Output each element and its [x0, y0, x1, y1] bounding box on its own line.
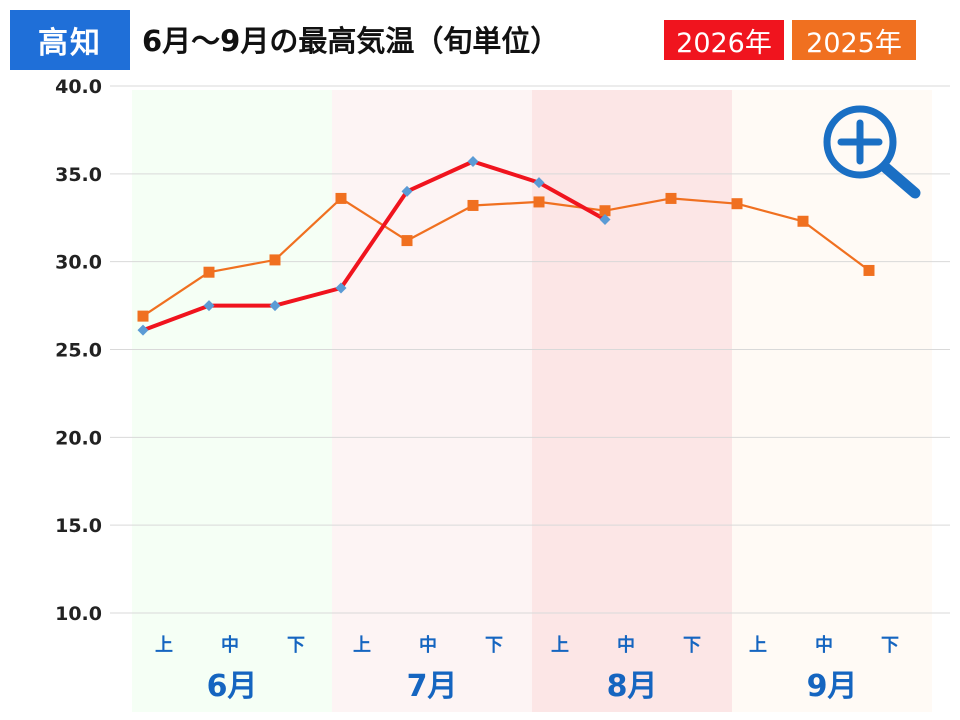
data-point-2025 — [863, 264, 875, 276]
x-tick-label: 上 — [353, 635, 371, 656]
data-point-2026 — [599, 214, 611, 226]
data-point-2026 — [401, 185, 413, 197]
y-tick-label: 10.0 — [55, 603, 102, 625]
data-point-2025 — [797, 215, 809, 227]
month-label: 7月 — [407, 669, 458, 704]
x-tick-label: 下 — [485, 635, 503, 656]
data-point-2026 — [269, 300, 281, 312]
legend-2025: 2025年 — [792, 20, 916, 60]
data-point-2026 — [533, 177, 545, 189]
y-tick-label: 25.0 — [55, 340, 102, 362]
month-band — [132, 90, 332, 712]
y-tick-label: 40.0 — [55, 76, 102, 98]
x-tick-label: 上 — [749, 635, 767, 656]
y-tick-label: 35.0 — [55, 164, 102, 186]
data-point-2025 — [533, 196, 545, 208]
series-line-2025 — [141, 197, 871, 318]
month-label: 8月 — [607, 669, 658, 704]
month-band — [732, 90, 932, 712]
data-point-2025 — [599, 205, 611, 217]
zoom-in-icon[interactable] — [823, 105, 921, 199]
x-tick-label: 上 — [155, 635, 173, 656]
data-point-2026 — [137, 324, 149, 336]
data-point-2026 — [203, 300, 215, 312]
data-point-2025 — [401, 235, 413, 247]
x-tick-label: 下 — [287, 635, 305, 656]
series-line-2026 — [141, 159, 607, 333]
month-band — [532, 90, 732, 712]
x-tick-label: 中 — [221, 634, 239, 656]
x-tick-label: 中 — [617, 634, 635, 656]
data-point-2026 — [467, 156, 479, 168]
x-tick-label: 中 — [419, 634, 437, 656]
y-tick-label: 15.0 — [55, 515, 102, 537]
data-point-2025 — [467, 199, 479, 211]
region-badge: 高知 — [10, 10, 130, 70]
x-tick-label: 下 — [683, 635, 701, 656]
x-tick-label: 中 — [815, 634, 833, 656]
month-label: 9月 — [807, 669, 858, 704]
chart-title: 6月～9月の最高気温（旬単位） — [142, 24, 560, 58]
data-point-2025 — [137, 310, 149, 322]
data-point-2025 — [335, 192, 347, 204]
data-point-2025 — [203, 266, 215, 278]
y-tick-label: 20.0 — [55, 427, 102, 449]
data-point-2026 — [335, 282, 347, 294]
legend-2026: 2026年 — [664, 20, 784, 60]
month-band — [332, 90, 532, 712]
data-point-2025 — [731, 198, 743, 210]
y-tick-label: 30.0 — [55, 252, 102, 274]
x-tick-label: 下 — [881, 635, 899, 656]
data-point-2025 — [269, 254, 281, 266]
data-point-2025 — [665, 192, 677, 204]
x-tick-label: 上 — [551, 635, 569, 656]
month-label: 6月 — [207, 669, 258, 704]
